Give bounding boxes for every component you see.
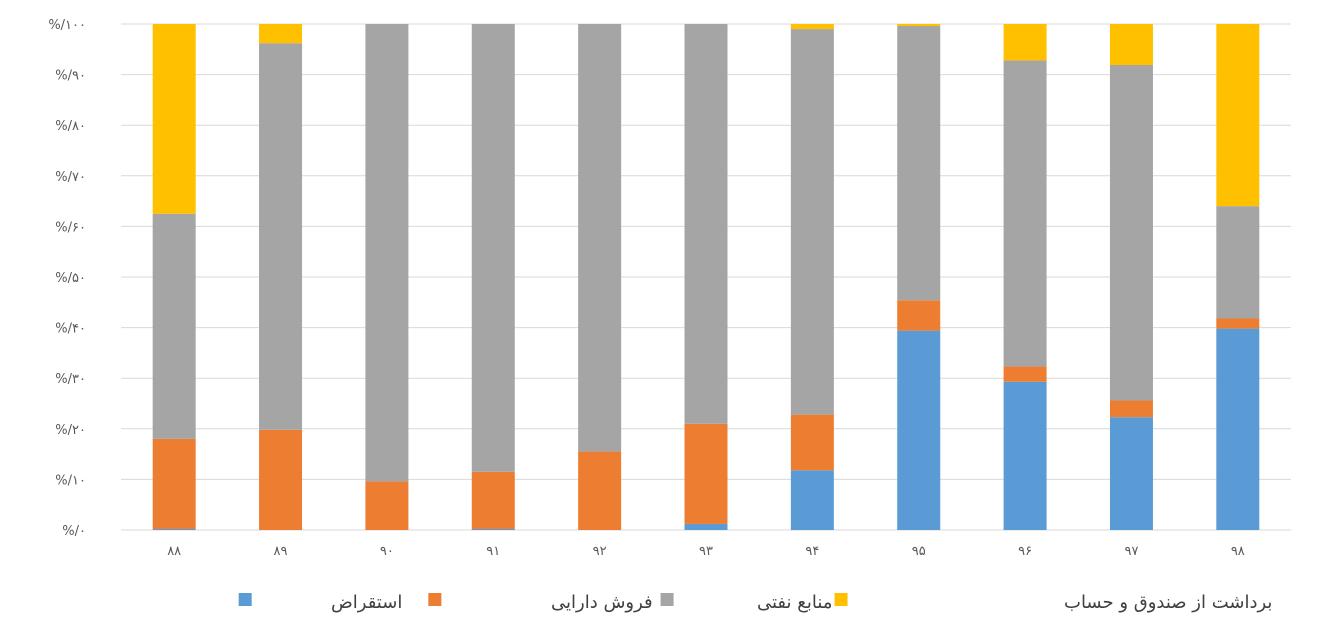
bar-segment	[1109, 400, 1153, 418]
x-tick-label: ۹۴	[805, 544, 819, 559]
bar-segment	[1003, 381, 1047, 530]
legend-label: برداشت از صندوق و حساب	[1064, 592, 1272, 613]
x-axis: ۸۸ ۸۹ ۹۰ ۹۱ ۹۲ ۹۳ ۹۴ ۹۵ ۹۶ ۹۷ ۹۸	[167, 544, 1245, 559]
y-tick-label: %/۲۰	[55, 423, 86, 438]
bar-segment	[1109, 24, 1153, 65]
bar-segment	[471, 471, 515, 529]
bar-segment	[152, 213, 196, 439]
x-tick-label: ۸۹	[274, 544, 288, 559]
bar-segment	[152, 528, 196, 530]
bar-segment	[790, 24, 834, 30]
bar-segment	[578, 451, 622, 530]
x-tick-label: ۹۷	[1124, 544, 1138, 559]
legend-swatch	[238, 593, 252, 606]
y-tick-label: %/۹۰	[55, 69, 86, 84]
bar-segment	[790, 29, 834, 415]
bar-segment	[471, 24, 515, 472]
bar-segment	[152, 24, 196, 214]
x-tick-label: ۹۲	[593, 544, 607, 559]
y-axis: %/۰ %/۱۰ %/۲۰ %/۳۰ %/۴۰ %/۵۰ %/۶۰ %/۷۰ %/۸۰ %/۹۰%…	[48, 18, 86, 539]
bar-segment	[684, 24, 728, 424]
legend-label: استقراض	[331, 592, 402, 613]
bar-segment	[1216, 328, 1260, 530]
legend-swatch	[834, 593, 848, 606]
y-tick-label: %/۱۰	[55, 473, 86, 488]
bars	[152, 24, 1260, 530]
bar-segment	[259, 429, 303, 530]
legend-label: منابع نفتی	[757, 592, 832, 613]
bar-segment	[578, 24, 622, 452]
bar-segment	[897, 300, 941, 331]
x-tick-label: ۹۵	[912, 544, 926, 559]
bar-segment	[365, 481, 409, 530]
legend-swatch	[660, 593, 674, 606]
bar-segment	[897, 26, 941, 301]
bar-segment	[1216, 206, 1260, 319]
legend-swatch	[428, 593, 442, 606]
bar-segment	[1216, 318, 1260, 329]
x-tick-label: ۹۶	[1018, 544, 1032, 559]
bar-segment	[897, 24, 941, 27]
y-tick-label: %/۴۰	[55, 322, 86, 337]
bar-segment	[684, 423, 728, 524]
x-tick-label: ۹۰	[380, 544, 394, 559]
bar-segment	[259, 24, 303, 44]
y-tick-label: %/۳۰	[55, 372, 86, 387]
x-tick-label: ۹۳	[699, 544, 713, 559]
bar-segment	[1109, 417, 1153, 530]
bar-segment	[790, 414, 834, 471]
y-tick-label: %/۵۰	[55, 271, 86, 286]
y-tick-label: %/۶۰	[55, 220, 86, 235]
bar-segment	[1003, 60, 1047, 367]
bar-segment	[471, 528, 515, 530]
y-tick-label: %/۱۰۰	[48, 18, 86, 33]
x-tick-label: ۹۸	[1231, 544, 1245, 559]
bar-segment	[1003, 24, 1047, 61]
legend: استقراض فروش دارایی منابع نفتی برداشت از صن…	[238, 592, 1272, 613]
y-tick-label: %/۸۰	[55, 119, 86, 134]
bar-segment	[897, 330, 941, 530]
bar-segment	[684, 523, 728, 530]
bar-segment	[790, 470, 834, 530]
y-tick-label: %/۷۰	[55, 170, 86, 185]
x-tick-label: ۸۸	[167, 544, 181, 559]
bar-segment	[1003, 366, 1047, 382]
bar-segment	[1109, 64, 1153, 401]
legend-label: فروش دارایی	[551, 592, 653, 613]
x-tick-label: ۹۱	[486, 544, 500, 559]
bar-segment	[259, 43, 303, 430]
y-tick-label: %/۰	[62, 524, 86, 539]
bar-segment	[1216, 24, 1260, 207]
bar-segment	[365, 24, 409, 482]
bar-segment	[152, 438, 196, 529]
